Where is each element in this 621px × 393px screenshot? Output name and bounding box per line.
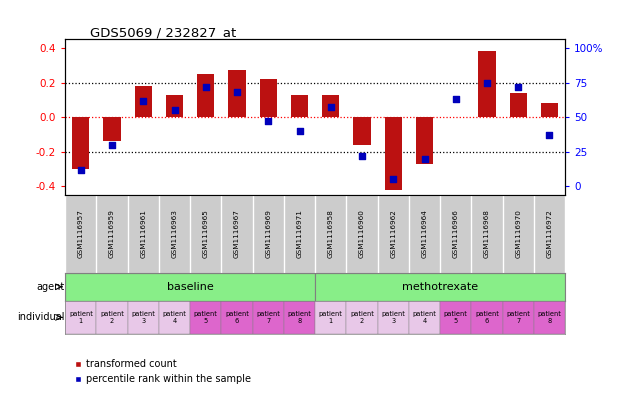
Bar [96,301,128,334]
Text: patient
3: patient 3 [381,311,406,324]
Bar [135,86,152,117]
Bar [347,301,378,334]
Text: patient
7: patient 7 [506,311,530,324]
Bar [502,301,534,334]
Point [326,104,336,110]
Text: patient
4: patient 4 [163,311,186,324]
Bar [197,74,214,117]
Point [294,128,304,134]
Point [107,142,117,148]
Text: patient
5: patient 5 [194,311,218,324]
Bar [104,117,120,141]
Text: GSM1116959: GSM1116959 [109,209,115,258]
Point [482,79,492,86]
Text: GSM1116966: GSM1116966 [453,209,459,258]
Text: GSM1116963: GSM1116963 [171,209,178,258]
Point [420,156,430,162]
Text: GSM1116962: GSM1116962 [390,209,396,258]
Point [263,118,273,125]
Text: individual: individual [17,312,65,322]
Text: patient
2: patient 2 [350,311,374,324]
Bar [440,301,471,334]
Text: patient
8: patient 8 [538,311,561,324]
Text: patient
6: patient 6 [225,311,249,324]
Text: patient
1: patient 1 [69,311,93,324]
Text: GSM1116969: GSM1116969 [265,209,271,258]
Text: GDS5069 / 232827_at: GDS5069 / 232827_at [90,26,237,39]
Text: GSM1116960: GSM1116960 [359,209,365,258]
Text: methotrexate: methotrexate [402,282,478,292]
Bar [253,301,284,334]
Bar [229,70,246,117]
Bar [416,117,433,164]
Point [201,84,211,90]
Bar [378,301,409,334]
Text: patient
4: patient 4 [412,311,437,324]
Text: patient
7: patient 7 [256,311,280,324]
Bar [409,301,440,334]
Bar [315,273,565,301]
Text: GSM1116965: GSM1116965 [203,209,209,258]
Bar [315,301,347,334]
Text: GSM1116964: GSM1116964 [422,209,427,258]
Text: GSM1116961: GSM1116961 [140,209,147,258]
Text: GSM1116968: GSM1116968 [484,209,490,258]
Bar [322,95,339,117]
Point [138,97,148,104]
Bar [478,51,496,117]
Bar [260,79,277,117]
Bar [541,103,558,117]
Bar [291,95,308,117]
Text: GSM1116970: GSM1116970 [515,209,521,258]
Point [76,167,86,173]
Bar [222,301,253,334]
Text: patient
3: patient 3 [132,311,155,324]
Text: GSM1116971: GSM1116971 [297,209,302,258]
Point [170,107,179,114]
Bar [166,95,183,117]
Text: GSM1116957: GSM1116957 [78,209,84,258]
Legend: transformed count, percentile rank within the sample: transformed count, percentile rank withi… [70,356,255,388]
Point [232,89,242,95]
Text: patient
5: patient 5 [444,311,468,324]
Bar [384,117,402,190]
Text: patient
2: patient 2 [100,311,124,324]
Point [514,84,524,90]
Bar [65,301,96,334]
Bar [471,301,502,334]
Point [357,153,367,159]
Text: baseline: baseline [167,282,214,292]
Text: patient
6: patient 6 [475,311,499,324]
Point [388,176,398,183]
Bar [65,273,315,301]
Bar [159,301,190,334]
Text: GSM1116967: GSM1116967 [234,209,240,258]
Bar [72,117,89,169]
Text: GSM1116972: GSM1116972 [546,209,553,258]
Point [451,96,461,102]
Point [545,132,555,138]
Bar [284,301,315,334]
Text: patient
8: patient 8 [288,311,312,324]
Bar [534,301,565,334]
Bar [510,93,527,117]
Bar [128,301,159,334]
Text: patient
1: patient 1 [319,311,343,324]
Bar [190,301,222,334]
Text: GSM1116958: GSM1116958 [328,209,333,258]
Bar [353,117,371,145]
Text: agent: agent [37,282,65,292]
